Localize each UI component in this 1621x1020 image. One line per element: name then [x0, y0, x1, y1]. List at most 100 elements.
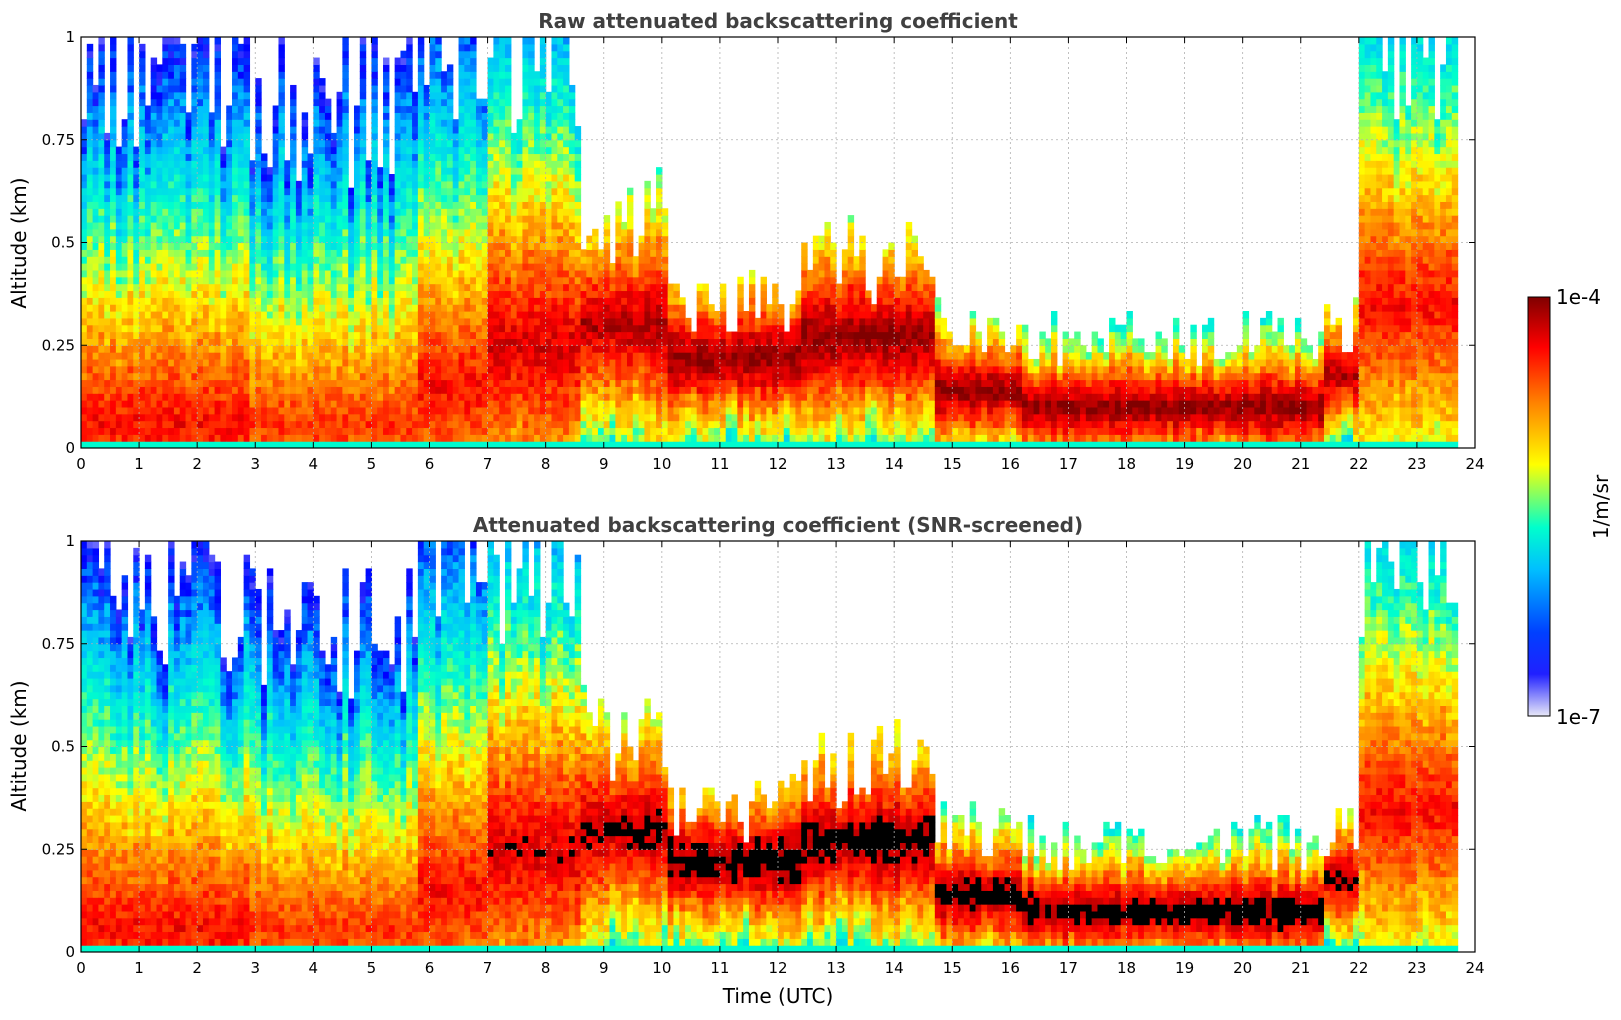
heatmap-cell: [505, 256, 512, 264]
heatmap-cell: [470, 283, 477, 292]
heatmap-cell: [516, 393, 524, 401]
heatmap-cell: [510, 406, 518, 415]
heatmap-cell: [139, 174, 146, 182]
heatmap-cell: [592, 297, 599, 305]
heatmap-cell: [365, 400, 373, 408]
heatmap-cell: [429, 50, 436, 59]
heatmap-cell: [475, 400, 483, 408]
heatmap-cell: [92, 393, 100, 401]
heatmap-cell: [81, 358, 88, 367]
heatmap-cell: [150, 153, 158, 161]
heatmap-cell: [493, 317, 500, 326]
heatmap-cell: [359, 221, 367, 230]
heatmap-cell: [557, 153, 564, 161]
heatmap-cell: [417, 365, 425, 374]
heatmap-cell: [609, 317, 616, 326]
heatmap-cell: [168, 372, 175, 381]
heatmap-cell: [441, 71, 448, 79]
heatmap-cell: [632, 406, 640, 415]
heatmap-cell: [284, 365, 291, 374]
heatmap-cell: [121, 153, 129, 161]
heatmap-cell: [551, 119, 558, 127]
heatmap-cell: [539, 304, 547, 312]
heatmap-cell: [365, 379, 373, 387]
heatmap-cell: [388, 215, 396, 223]
heatmap-cell: [441, 406, 448, 415]
heatmap-cell: [284, 352, 291, 360]
heatmap-cell: [388, 242, 396, 250]
heatmap-cell: [412, 276, 419, 285]
heatmap-cell: [574, 317, 582, 326]
heatmap-cell: [429, 37, 436, 45]
heatmap-cell: [522, 78, 529, 86]
heatmap-cell: [493, 139, 500, 148]
heatmap-cell: [301, 345, 309, 353]
heatmap-cell: [249, 365, 256, 374]
heatmap-cell: [568, 235, 576, 244]
heatmap-cell: [464, 304, 471, 312]
heatmap-cell: [632, 317, 640, 326]
heatmap-cell: [441, 146, 448, 155]
heatmap-cell: [551, 400, 558, 408]
heatmap-cell: [388, 297, 396, 305]
heatmap-cell: [144, 406, 152, 415]
heatmap-cell: [284, 441, 291, 448]
heatmap-cell: [98, 290, 105, 298]
heatmap-cell: [110, 283, 117, 292]
heatmap-cell: [539, 276, 547, 285]
heatmap-cell: [406, 386, 413, 394]
heatmap-cell: [226, 427, 233, 435]
heatmap-cell: [173, 105, 181, 113]
heatmap-cell: [104, 379, 111, 387]
heatmap-cell: [104, 249, 111, 257]
heatmap-cell: [365, 324, 373, 333]
heatmap-cell: [516, 352, 524, 360]
heatmap-cell: [423, 194, 431, 202]
heatmap-cell: [406, 105, 413, 113]
heatmap-cell: [261, 420, 268, 429]
heatmap-cell: [127, 105, 134, 113]
heatmap-cell: [412, 146, 419, 155]
heatmap-cell: [516, 221, 524, 230]
heatmap-cell: [353, 187, 361, 196]
heatmap-cell: [255, 317, 262, 326]
heatmap-cell: [150, 160, 158, 168]
heatmap-cell: [615, 256, 622, 264]
heatmap-cell: [162, 283, 169, 292]
heatmap-cell: [446, 420, 454, 429]
heatmap-cell: [534, 263, 541, 271]
heatmap-cell: [539, 400, 547, 408]
heatmap-cell: [162, 406, 169, 415]
heatmap-cell: [202, 352, 210, 360]
heatmap-cell: [261, 242, 268, 250]
heatmap-cell: [528, 317, 535, 326]
heatmap-cell: [359, 126, 367, 134]
heatmap-cell: [144, 331, 152, 339]
heatmap-cell: [301, 235, 309, 244]
heatmap-cell: [324, 365, 332, 374]
heatmap-cell: [586, 331, 593, 339]
heatmap-cell: [417, 400, 425, 408]
heatmap-cell: [336, 338, 343, 346]
heatmap-cell: [197, 91, 204, 100]
heatmap-cell: [81, 297, 88, 305]
heatmap-cell: [278, 256, 285, 264]
heatmap-cell: [226, 345, 233, 353]
heatmap-cell: [626, 400, 634, 408]
heatmap-cell: [568, 98, 576, 107]
heatmap-cell: [139, 160, 146, 168]
heatmap-cell: [173, 379, 181, 387]
heatmap-cell: [359, 379, 367, 387]
heatmap-cell: [278, 235, 285, 244]
heatmap-cell: [580, 256, 587, 264]
heatmap-cell: [435, 304, 442, 312]
heatmap-cell: [307, 352, 314, 360]
heatmap-cell: [301, 379, 309, 387]
heatmap-cell: [278, 290, 285, 298]
heatmap-cell: [574, 153, 582, 161]
heatmap-cell: [597, 379, 605, 387]
heatmap-cell: [458, 358, 465, 367]
heatmap-cell: [505, 263, 512, 271]
heatmap-cell: [104, 372, 111, 381]
heatmap-cell: [110, 413, 117, 422]
